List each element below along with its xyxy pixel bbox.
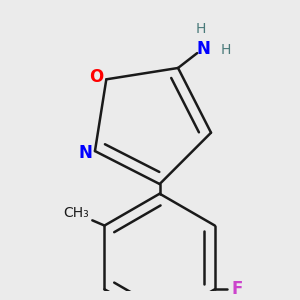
- Text: H: H: [196, 22, 206, 36]
- Text: H: H: [221, 44, 231, 57]
- Text: N: N: [196, 40, 210, 58]
- Text: CH₃: CH₃: [63, 206, 89, 220]
- Text: N: N: [78, 144, 92, 162]
- Text: O: O: [89, 68, 104, 86]
- Text: F: F: [232, 280, 243, 298]
